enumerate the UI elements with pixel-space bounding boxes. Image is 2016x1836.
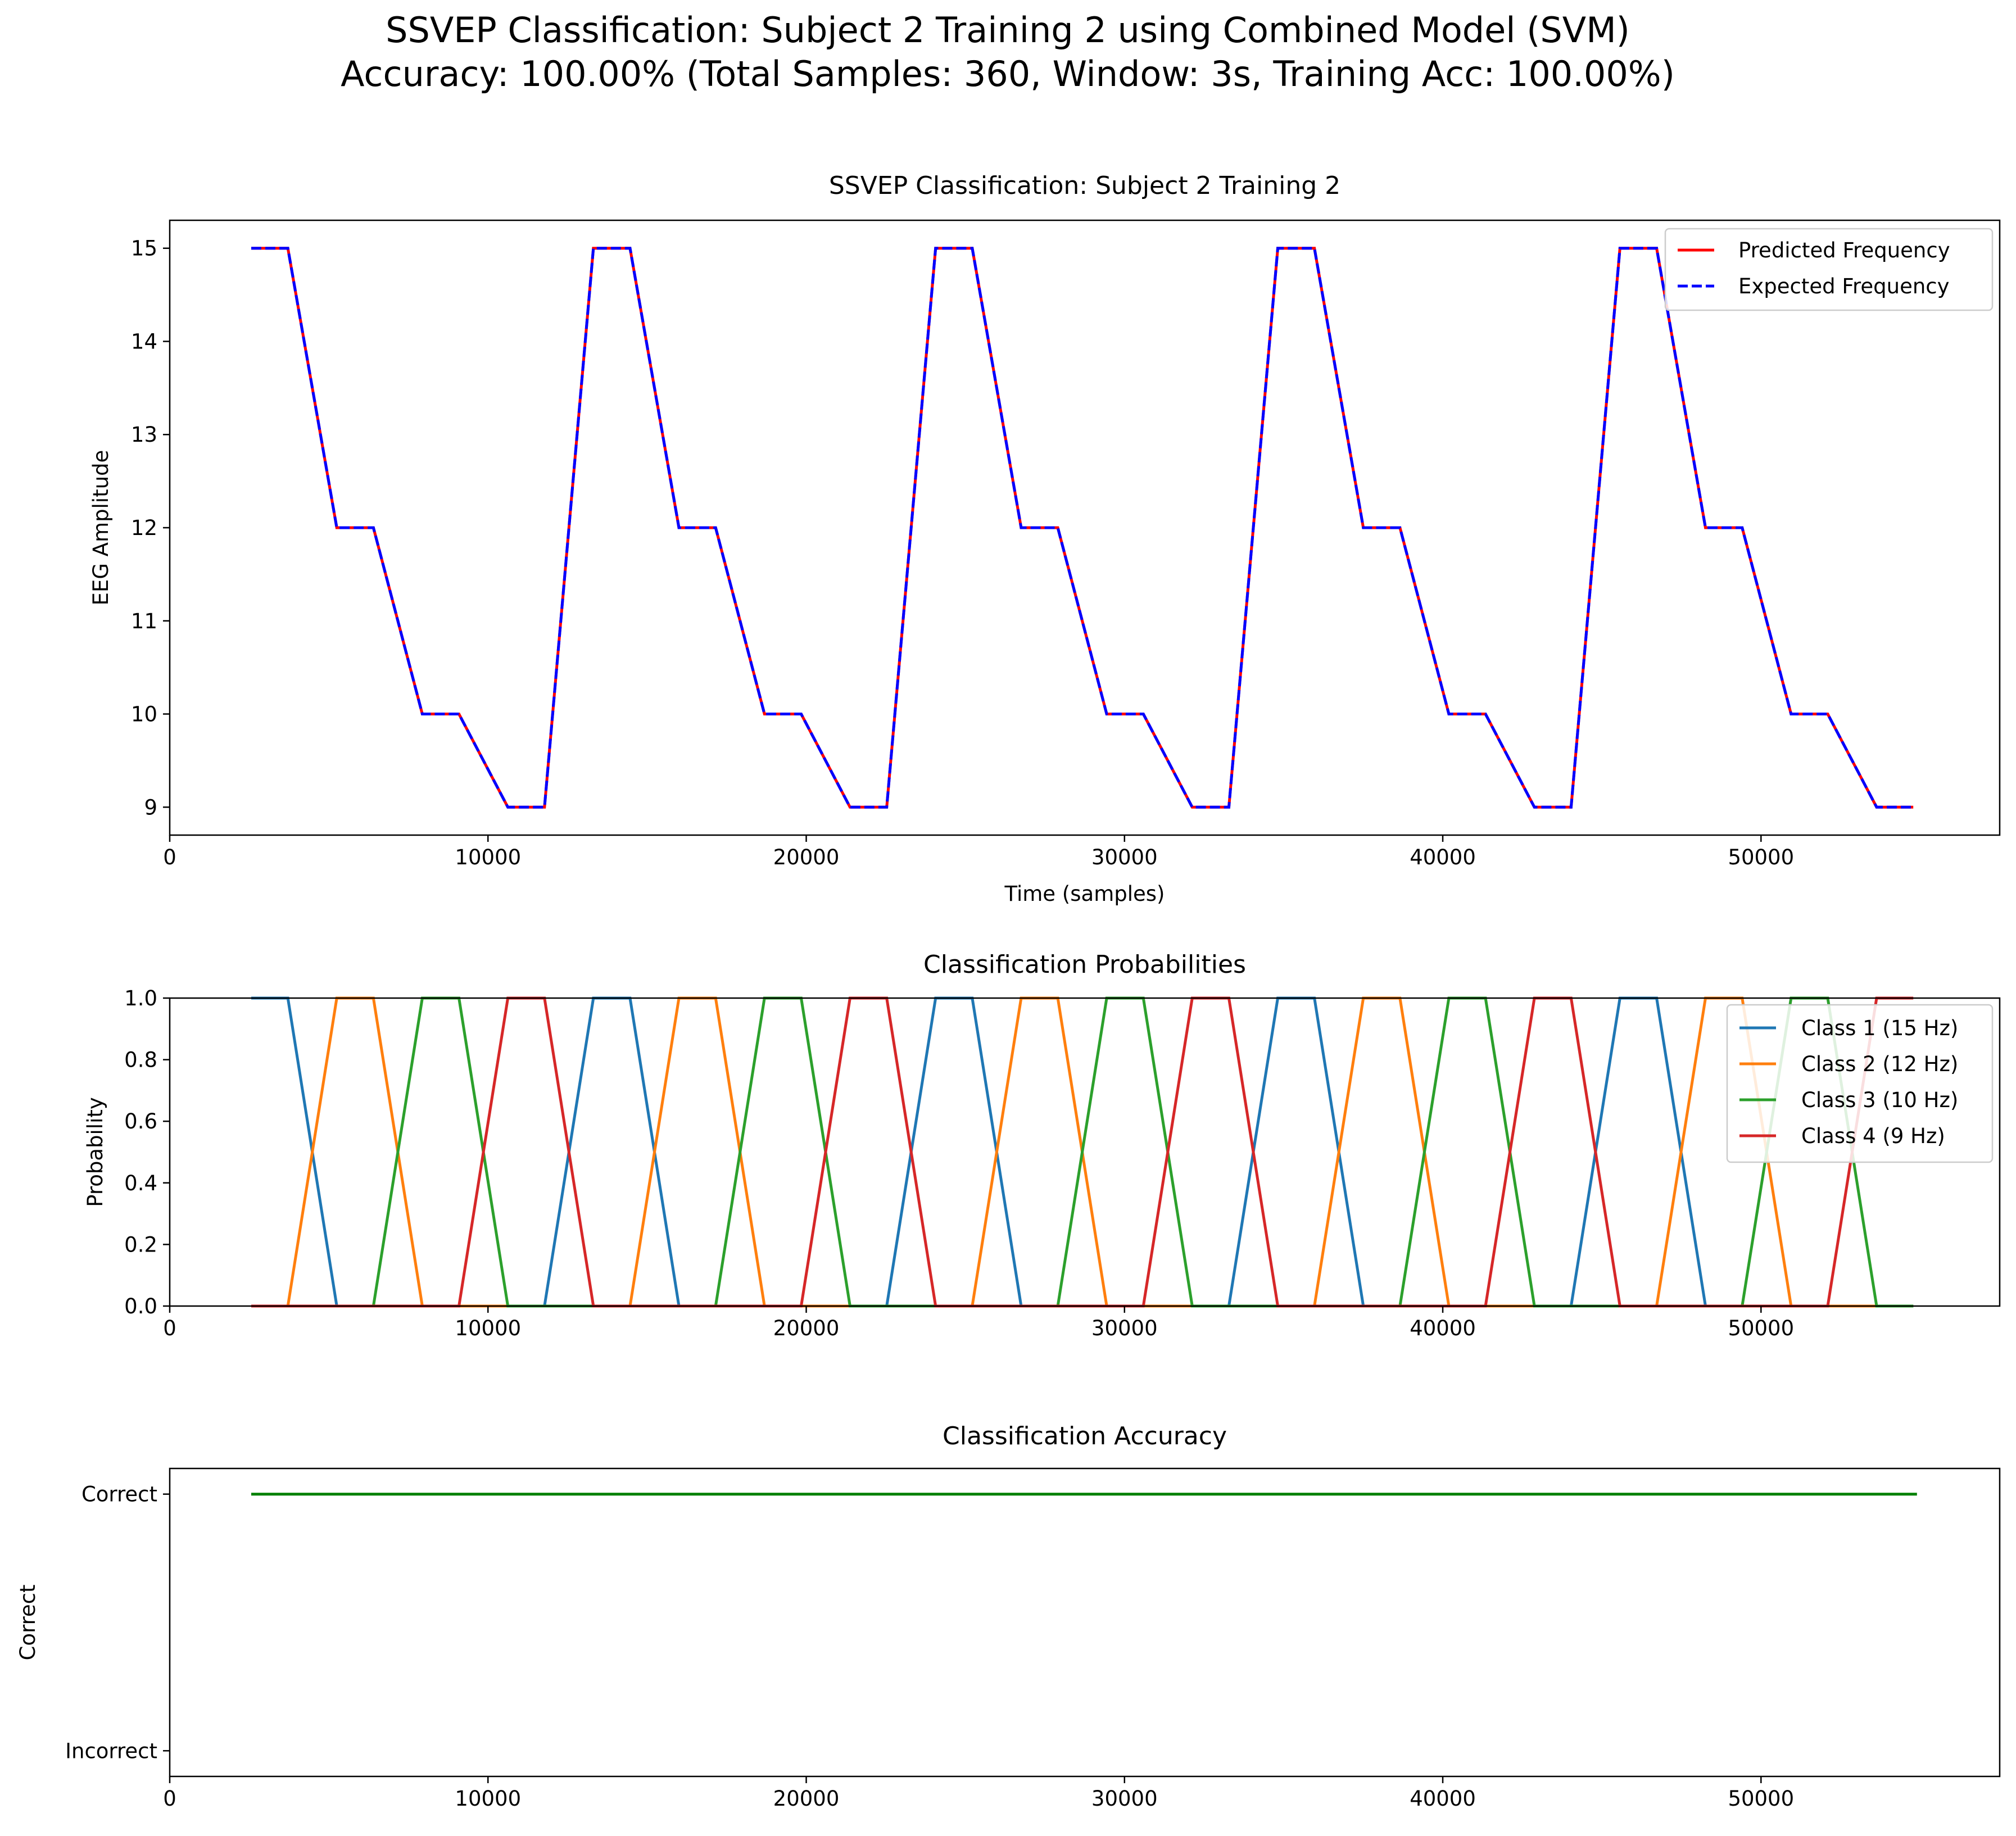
y-tick-label: 1.0 bbox=[124, 986, 157, 1010]
probabilities-legend: Class 1 (15 Hz) Class 2 (12 Hz) Class 3 … bbox=[1726, 1004, 1994, 1163]
y-tick-label: 9 bbox=[144, 795, 157, 819]
y-tick-label: 0.2 bbox=[124, 1232, 157, 1257]
x-tick-label: 40000 bbox=[1410, 845, 1476, 869]
y-tick-label: 0.8 bbox=[124, 1048, 157, 1072]
y-tick-label: Incorrect bbox=[65, 1739, 157, 1763]
x-tick-label: 0 bbox=[163, 1787, 176, 1811]
x-tick-label: 40000 bbox=[1410, 1787, 1476, 1811]
y-tick-label: Correct bbox=[81, 1483, 157, 1507]
y-tick-label: 15 bbox=[131, 237, 157, 261]
frequency-legend: Predicted Frequency Expected Frequency bbox=[1664, 228, 1994, 311]
y-tick-label: 0.0 bbox=[124, 1294, 157, 1318]
legend-label-class-3: Class 3 (10 Hz) bbox=[1801, 1088, 1958, 1112]
x-tick-label: 30000 bbox=[1091, 1787, 1158, 1811]
x-tick-label: 30000 bbox=[1091, 845, 1158, 869]
accuracy-plot-frame bbox=[169, 1467, 2001, 1778]
legend-label-predicted: Predicted Frequency bbox=[1738, 238, 1950, 262]
legend-label-class-1: Class 1 (15 Hz) bbox=[1801, 1016, 1958, 1040]
x-tick-label: 10000 bbox=[455, 1787, 521, 1811]
y-tick-label: 10 bbox=[131, 702, 157, 727]
x-tick-label: 50000 bbox=[1728, 845, 1794, 869]
series-line-predicted-frequency bbox=[251, 247, 1914, 809]
probabilities-y-axis-label: Probability bbox=[83, 1097, 107, 1207]
accuracy-panel-title: Classification Accuracy bbox=[943, 1422, 1227, 1450]
frequency-legend-box bbox=[1664, 228, 1994, 311]
x-tick-label: 50000 bbox=[1728, 1787, 1794, 1811]
x-tick-label: 40000 bbox=[1410, 1316, 1476, 1340]
accuracy-panel: Classification Accuracy 0 10000 20000 30000… bbox=[16, 1422, 2001, 1811]
x-tick-label: 10000 bbox=[455, 1316, 521, 1340]
figure-title-line1: SSVEP Classification: Subject 2 Training… bbox=[386, 10, 1630, 51]
figure-title-line2: Accuracy: 100.00% (Total Samples: 360, W… bbox=[341, 53, 1675, 94]
y-tick-label: 13 bbox=[131, 423, 157, 447]
probabilities-panel: Classification Probabilities 0 10000 20000… bbox=[83, 950, 2001, 1340]
frequency-panel-title: SSVEP Classification: Subject 2 Training… bbox=[829, 171, 1340, 200]
y-tick-label: 11 bbox=[131, 609, 157, 633]
y-tick-label: 12 bbox=[131, 516, 157, 540]
frequency-panel: SSVEP Classification: Subject 2 Training… bbox=[89, 171, 2001, 906]
y-tick-label: 0.6 bbox=[124, 1109, 157, 1134]
probabilities-legend-box bbox=[1726, 1004, 1994, 1163]
x-tick-label: 0 bbox=[163, 845, 176, 869]
x-tick-label: 50000 bbox=[1728, 1316, 1794, 1340]
probabilities-panel-title: Classification Probabilities bbox=[923, 950, 1246, 979]
frequency-y-axis-label: EEG Amplitude bbox=[89, 450, 113, 606]
x-tick-label: 20000 bbox=[773, 1316, 840, 1340]
x-tick-label: 0 bbox=[163, 1316, 176, 1340]
probabilities-plot-frame bbox=[169, 997, 2001, 1307]
accuracy-y-axis-label: Correct bbox=[16, 1584, 40, 1660]
frequency-plot-frame bbox=[169, 219, 2001, 836]
legend-label-class-4: Class 4 (9 Hz) bbox=[1801, 1124, 1945, 1148]
x-tick-label: 10000 bbox=[455, 845, 521, 869]
x-tick-label: 30000 bbox=[1091, 1316, 1158, 1340]
x-tick-label: 20000 bbox=[773, 1787, 840, 1811]
frequency-x-axis-label: Time (samples) bbox=[1004, 882, 1165, 906]
x-tick-label: 20000 bbox=[773, 845, 840, 869]
series-line-expected-frequency bbox=[251, 247, 1914, 809]
legend-label-expected: Expected Frequency bbox=[1738, 274, 1950, 298]
y-tick-label: 14 bbox=[131, 329, 157, 353]
y-tick-label: 0.4 bbox=[124, 1171, 157, 1195]
legend-label-class-2: Class 2 (12 Hz) bbox=[1801, 1052, 1958, 1076]
